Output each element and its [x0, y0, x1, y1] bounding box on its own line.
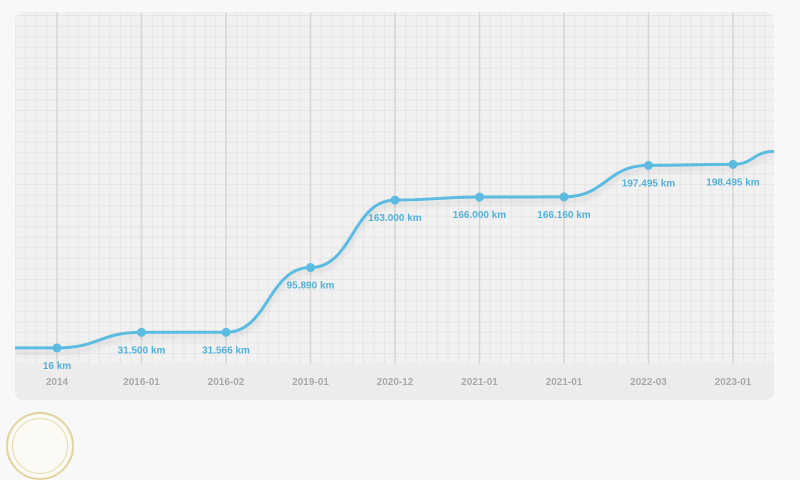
data-label: 16 km: [43, 361, 71, 372]
data-point[interactable]: [137, 327, 146, 337]
mileage-line-chart: 16 km 31.500 km 31.566 km 95.890 km 163.000 …: [15, 12, 774, 400]
data-point[interactable]: [475, 192, 484, 202]
data-point[interactable]: [221, 327, 231, 337]
data-point[interactable]: [559, 192, 569, 202]
data-labels: 16 km 31.500 km 31.566 km 95.890 km 163.000 …: [43, 177, 760, 372]
data-label: 31.566 km: [202, 345, 250, 356]
x-tick-labels: 2014 2016-01 2016-02 2019-01 2020-12 2021-01 2…: [46, 377, 752, 388]
major-grid: [56, 12, 734, 364]
data-label: 166.000 km: [453, 210, 506, 221]
x-tick-label: 2016-01: [123, 377, 160, 388]
data-label: 163.000 km: [368, 213, 421, 224]
data-point[interactable]: [390, 195, 400, 205]
logo-badge: [6, 412, 74, 480]
x-tick-label: 2021-01: [461, 377, 498, 388]
data-points: [52, 159, 738, 353]
x-tick-label: 2022-03: [630, 377, 667, 388]
data-point[interactable]: [644, 160, 653, 170]
data-point[interactable]: [306, 263, 315, 273]
data-label: 31.500 km: [118, 345, 166, 356]
data-label: 166.160 km: [537, 210, 590, 221]
data-label: 95.890 km: [287, 281, 335, 292]
x-tick-label: 2023-01: [715, 377, 752, 388]
x-tick-label: 2020-12: [377, 377, 414, 388]
x-tick-label: 2016-02: [208, 377, 245, 388]
data-point[interactable]: [728, 159, 738, 169]
x-tick-label: 2019-01: [292, 377, 329, 388]
data-point[interactable]: [52, 343, 62, 353]
chart-card: 16 km 31.500 km 31.566 km 95.890 km 163.000 …: [15, 12, 774, 400]
data-label: 198.495 km: [706, 177, 759, 188]
x-tick-label: 2014: [46, 377, 69, 388]
x-tick-label: 2021-01: [546, 377, 583, 388]
axis-band: [15, 364, 774, 400]
data-label: 197.495 km: [622, 178, 675, 189]
